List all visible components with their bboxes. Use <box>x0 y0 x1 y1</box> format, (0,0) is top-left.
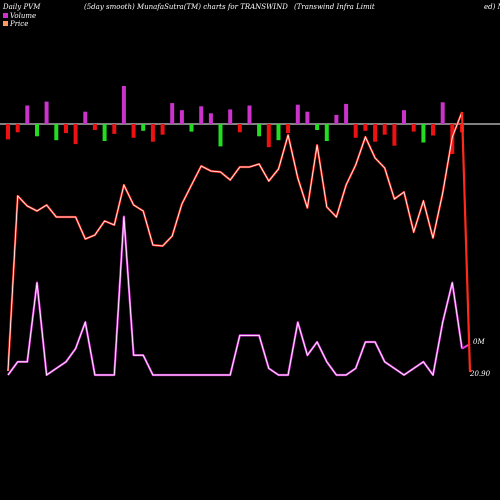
header-center: (5day smooth) MunafaSutra(TM) charts for… <box>84 3 288 11</box>
pvm-bar <box>237 124 242 133</box>
pvm-bar <box>54 124 59 141</box>
pvm-bar <box>431 124 435 136</box>
pvm-bar <box>170 103 175 124</box>
pvm-bar <box>363 124 368 131</box>
pvm-bar <box>411 124 416 132</box>
header-right-b: ed) M <box>484 3 500 11</box>
legend-price-label: Price <box>9 20 28 28</box>
pvm-bars <box>6 86 464 154</box>
price-mark-label: 20.90 <box>469 370 491 378</box>
pvm-bar <box>160 124 165 135</box>
pvm-bar <box>44 101 49 124</box>
price-highlight <box>7 111 463 372</box>
pvm-bar <box>189 124 194 132</box>
pvm-bar <box>121 86 126 124</box>
header-left: Daily PVM <box>2 3 41 11</box>
pvm-bar <box>15 124 20 133</box>
pvm-bar <box>228 109 233 124</box>
price-series <box>6 111 472 373</box>
pvm-bar <box>421 124 426 143</box>
pvm-bar <box>64 124 68 134</box>
pvm-bar <box>266 124 271 148</box>
pvm-bar <box>286 124 291 134</box>
price-tail <box>460 111 472 373</box>
volume-mark-label: 0M <box>473 338 485 346</box>
pvm-bar <box>73 124 78 145</box>
pvm-bar <box>199 106 204 124</box>
pvm-bar <box>344 103 349 124</box>
pvm-bar <box>324 124 329 141</box>
pvm-bar <box>382 124 387 135</box>
pvm-bar <box>83 111 88 124</box>
pvm-bar <box>131 124 136 138</box>
pvm-bar <box>353 124 358 138</box>
pvm-bar <box>25 105 30 124</box>
volume-line <box>7 215 464 377</box>
legend-volume-swatch <box>3 13 8 18</box>
pvm-bar <box>92 124 97 130</box>
pvm-bar <box>440 102 445 124</box>
volume-highlight <box>7 216 463 376</box>
pvm-bar <box>35 124 39 137</box>
pvm-bar <box>334 114 339 124</box>
pvm-bar <box>6 124 10 140</box>
pvm-bar <box>315 124 320 130</box>
pvm-bar <box>295 104 300 124</box>
pvm-bar <box>141 124 146 131</box>
pvm-bar <box>373 124 378 142</box>
volume-series <box>7 215 471 377</box>
legend-price-swatch <box>3 21 8 26</box>
pvm-bar <box>392 124 397 146</box>
pvm-bar <box>402 110 406 124</box>
pvm-bar <box>276 124 281 141</box>
pvm-bar <box>179 110 184 124</box>
legend-volume-label: Volume <box>10 12 36 20</box>
pvm-bar <box>247 105 252 124</box>
pvm-bar <box>102 124 107 141</box>
pvm-bar <box>208 113 213 124</box>
price-line <box>6 111 464 372</box>
pvm-bar <box>305 111 310 124</box>
pvm-bar <box>150 124 155 142</box>
pvm-bar <box>257 124 262 137</box>
pvm-bar <box>218 124 223 147</box>
pvm-bar <box>112 124 117 134</box>
header-right-a: (Transwind Infra Limit <box>294 3 375 11</box>
